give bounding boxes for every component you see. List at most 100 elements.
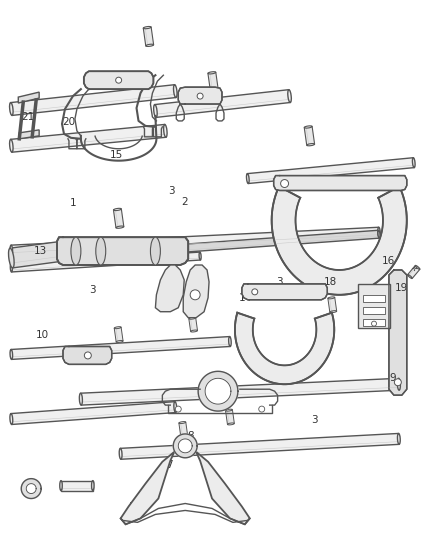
Polygon shape [120,452,174,524]
Circle shape [85,352,91,359]
Circle shape [281,180,289,188]
Circle shape [116,77,122,83]
FancyBboxPatch shape [363,307,385,314]
Ellipse shape [328,297,335,299]
Polygon shape [11,85,176,116]
Polygon shape [19,130,39,139]
Polygon shape [328,297,337,312]
Ellipse shape [60,481,62,490]
Polygon shape [408,265,420,278]
Polygon shape [11,227,379,255]
Ellipse shape [210,88,218,91]
Polygon shape [389,270,407,395]
Ellipse shape [116,341,123,342]
Ellipse shape [199,252,201,260]
Polygon shape [242,284,327,300]
Circle shape [252,289,258,295]
Polygon shape [196,452,250,524]
Polygon shape [247,158,414,183]
Text: 8: 8 [187,431,194,441]
Polygon shape [63,346,112,365]
Polygon shape [226,410,234,424]
Polygon shape [21,479,41,498]
Ellipse shape [79,393,82,405]
Polygon shape [11,402,176,424]
Polygon shape [304,126,314,146]
Polygon shape [114,327,123,342]
Polygon shape [155,265,184,312]
Ellipse shape [208,72,216,74]
Text: 10: 10 [36,330,49,341]
Polygon shape [185,230,379,252]
Ellipse shape [181,434,187,437]
Circle shape [371,321,377,326]
Ellipse shape [173,85,177,98]
Polygon shape [189,318,198,332]
Circle shape [197,93,203,99]
Ellipse shape [378,230,380,238]
Text: 3: 3 [94,240,100,251]
Text: 9: 9 [390,373,396,383]
Ellipse shape [10,245,13,255]
Text: 1: 1 [70,198,77,208]
Text: 11: 11 [88,352,102,361]
Polygon shape [272,187,407,295]
Ellipse shape [96,237,106,265]
Ellipse shape [304,126,312,128]
Polygon shape [81,378,399,405]
Ellipse shape [119,448,122,459]
Ellipse shape [415,265,420,269]
Polygon shape [18,92,39,103]
Ellipse shape [10,350,13,359]
Ellipse shape [397,378,400,390]
Ellipse shape [164,124,167,138]
Ellipse shape [10,139,13,152]
Ellipse shape [10,414,13,424]
Text: 16: 16 [382,256,396,266]
Ellipse shape [150,237,160,265]
Polygon shape [235,313,334,384]
Polygon shape [11,252,200,272]
Text: 3: 3 [311,415,318,425]
Polygon shape [10,241,64,268]
Polygon shape [11,124,166,152]
Polygon shape [179,422,187,436]
Ellipse shape [174,402,177,413]
Polygon shape [11,336,230,359]
Ellipse shape [191,330,198,332]
Polygon shape [143,27,154,46]
Ellipse shape [92,481,94,490]
Text: 3: 3 [168,187,174,196]
Polygon shape [173,434,197,458]
Ellipse shape [146,44,154,46]
FancyBboxPatch shape [358,284,390,328]
Polygon shape [183,265,209,318]
Text: 21: 21 [21,112,34,122]
Ellipse shape [227,423,234,425]
Ellipse shape [397,433,400,445]
Ellipse shape [179,422,186,424]
Ellipse shape [189,317,196,319]
Polygon shape [274,175,407,190]
Text: 14: 14 [238,293,252,303]
Ellipse shape [288,90,291,102]
Text: 15: 15 [110,150,124,160]
Ellipse shape [10,102,13,116]
Ellipse shape [60,241,66,261]
FancyBboxPatch shape [363,319,385,326]
Polygon shape [120,433,399,459]
Polygon shape [113,209,124,228]
Circle shape [259,406,265,412]
Circle shape [394,379,401,386]
Ellipse shape [247,174,249,183]
FancyBboxPatch shape [363,295,385,302]
Polygon shape [208,72,218,90]
Ellipse shape [307,143,314,146]
Ellipse shape [114,327,121,329]
Polygon shape [205,378,231,404]
Ellipse shape [113,208,121,211]
Ellipse shape [116,226,124,228]
Polygon shape [57,237,188,265]
Polygon shape [178,439,192,453]
Polygon shape [155,90,290,117]
